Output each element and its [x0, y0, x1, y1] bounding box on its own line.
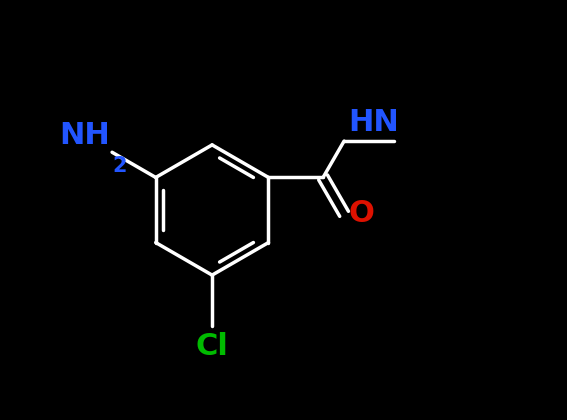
Text: O: O — [348, 200, 374, 228]
Text: NH: NH — [59, 121, 110, 150]
Text: Cl: Cl — [196, 332, 229, 361]
Text: HN: HN — [348, 108, 399, 137]
Text: 2: 2 — [112, 157, 126, 176]
